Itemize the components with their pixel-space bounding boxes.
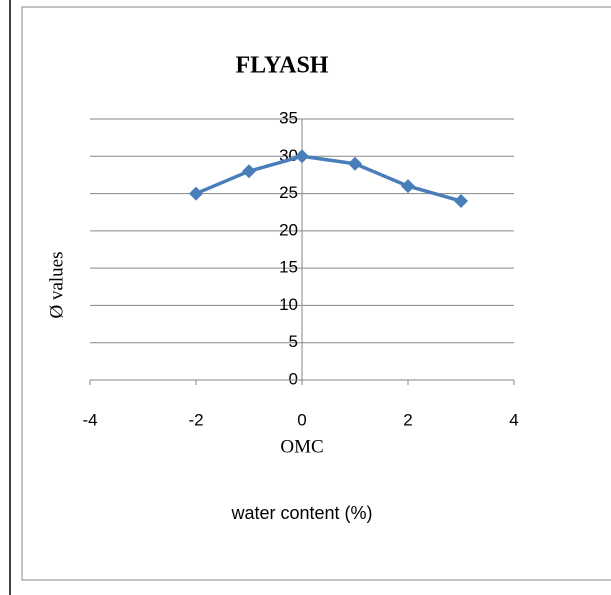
chart-border	[21, 6, 611, 581]
y-tick-label: 15	[279, 258, 298, 277]
x-tick-label: 2	[403, 410, 412, 429]
y-tick-label: 20	[279, 220, 298, 239]
marker	[189, 186, 203, 201]
annotation: OMC	[280, 436, 323, 457]
marker	[242, 164, 256, 179]
y-tick-label: 5	[289, 332, 298, 351]
y-tick-label: 25	[279, 183, 298, 202]
x-tick-label: 0	[297, 410, 306, 429]
line	[195, 154, 462, 203]
x-axis-label: water content (%)	[230, 503, 372, 523]
marker	[401, 179, 415, 194]
chart-title: FLYASH	[236, 53, 329, 79]
y-tick-label: 0	[289, 369, 298, 388]
y-tick-label: 10	[279, 295, 298, 314]
marker	[454, 194, 468, 209]
y-axis-label: Ø values	[46, 251, 67, 318]
y-tick-label: 35	[279, 108, 298, 127]
x-tick-label: -2	[188, 410, 203, 429]
x-tick-label: -4	[82, 410, 97, 429]
x-tick-label: 4	[509, 410, 518, 429]
marker	[348, 156, 362, 171]
marker	[295, 149, 309, 164]
